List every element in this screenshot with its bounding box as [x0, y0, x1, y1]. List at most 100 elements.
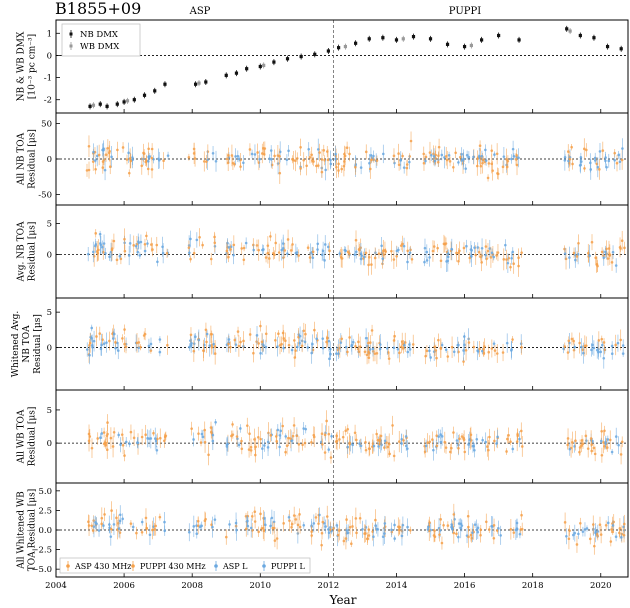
toa-point — [209, 332, 213, 336]
toa-point — [307, 147, 311, 151]
toa-point — [187, 246, 191, 250]
toa-point — [566, 443, 569, 447]
dmx-point — [592, 36, 596, 40]
toa-point — [444, 348, 448, 352]
toa-point — [606, 257, 610, 260]
toa-point — [277, 332, 280, 336]
toa-point — [354, 517, 358, 520]
toa-point — [495, 442, 498, 445]
toa-point — [409, 248, 412, 252]
toa-point — [392, 154, 396, 158]
toa-point — [368, 348, 372, 351]
toa-point — [244, 241, 248, 245]
toa-point — [190, 427, 193, 430]
toa-point — [236, 437, 239, 441]
toa-point — [459, 522, 463, 526]
toa-point — [427, 525, 430, 529]
toa-point — [406, 350, 410, 354]
x-tick-label: 2020 — [590, 581, 612, 591]
toa-point — [611, 524, 615, 527]
toa-point — [100, 516, 104, 520]
toa-point — [97, 529, 101, 532]
toa-point — [118, 519, 122, 523]
toa-point — [203, 440, 207, 444]
toa-point — [452, 431, 455, 434]
toa-point — [572, 339, 575, 343]
toa-point — [437, 435, 441, 438]
toa-point — [187, 530, 191, 534]
toa-point — [323, 433, 327, 437]
toa-point — [144, 433, 147, 436]
y-axis-label-line: Whitened Avg. — [11, 311, 21, 378]
toa-point — [605, 165, 608, 169]
toa-point — [406, 525, 409, 529]
toa-point — [439, 259, 443, 263]
toa-point — [209, 426, 213, 429]
toa-point — [106, 147, 110, 150]
toa-point — [439, 346, 443, 350]
toa-point — [316, 148, 320, 151]
toa-point — [512, 262, 515, 266]
toa-point — [309, 252, 312, 255]
toa-point — [296, 523, 300, 527]
dmx-point — [258, 64, 262, 69]
toa-point — [249, 445, 253, 449]
toa-point — [144, 516, 148, 520]
toa-point — [269, 235, 272, 238]
toa-point — [323, 158, 326, 162]
legend-label: ASP 430 MHz — [74, 562, 131, 571]
toa-point — [429, 356, 432, 359]
toa-point — [381, 535, 385, 538]
toa-point — [518, 437, 521, 441]
toa-point — [367, 341, 370, 345]
toa-point — [600, 337, 604, 341]
toa-point — [400, 442, 403, 445]
legend-label: PUPPI 430 MHz — [140, 562, 206, 571]
toa-point — [320, 543, 323, 547]
toa-point — [486, 445, 489, 448]
toa-point — [450, 446, 453, 450]
toa-point — [158, 436, 162, 440]
toa-point — [600, 250, 604, 254]
toa-point — [128, 157, 132, 160]
toa-point — [289, 249, 293, 252]
toa-point — [275, 537, 279, 540]
toa-point — [614, 435, 618, 438]
toa-point — [263, 517, 266, 520]
toa-point — [200, 432, 204, 436]
toa-point — [379, 434, 383, 438]
toa-point — [123, 237, 126, 241]
toa-point — [346, 445, 349, 449]
toa-point — [112, 332, 116, 336]
toa-point — [146, 167, 150, 171]
toa-point — [123, 249, 127, 253]
toa-point — [97, 153, 101, 157]
toa-point — [592, 446, 596, 450]
toa-point — [154, 524, 158, 528]
toa-point — [590, 240, 594, 244]
toa-point — [496, 172, 499, 175]
toa-point — [484, 520, 488, 524]
toa-point — [325, 419, 328, 423]
toa-point — [292, 514, 296, 517]
toa-point — [94, 159, 97, 162]
toa-point — [260, 340, 264, 344]
toa-point — [617, 443, 620, 447]
legend-label: WB DMX — [80, 42, 120, 52]
toa-point — [90, 524, 94, 528]
toa-point — [291, 243, 294, 246]
data-points — [87, 501, 626, 555]
toa-point — [433, 159, 437, 163]
y-ticks: −5.0 −2.5 0.0 2.5 5.0 — [31, 487, 60, 575]
toa-point — [203, 428, 207, 432]
toa-point — [242, 339, 245, 343]
toa-point — [213, 235, 216, 239]
toa-point — [323, 259, 326, 262]
toa-point — [229, 345, 232, 349]
toa-point — [163, 520, 166, 524]
toa-point — [450, 345, 454, 349]
toa-point — [116, 349, 120, 352]
x-tick-label: 2004 — [45, 581, 67, 591]
toa-point — [618, 160, 622, 164]
toa-point — [102, 342, 106, 346]
